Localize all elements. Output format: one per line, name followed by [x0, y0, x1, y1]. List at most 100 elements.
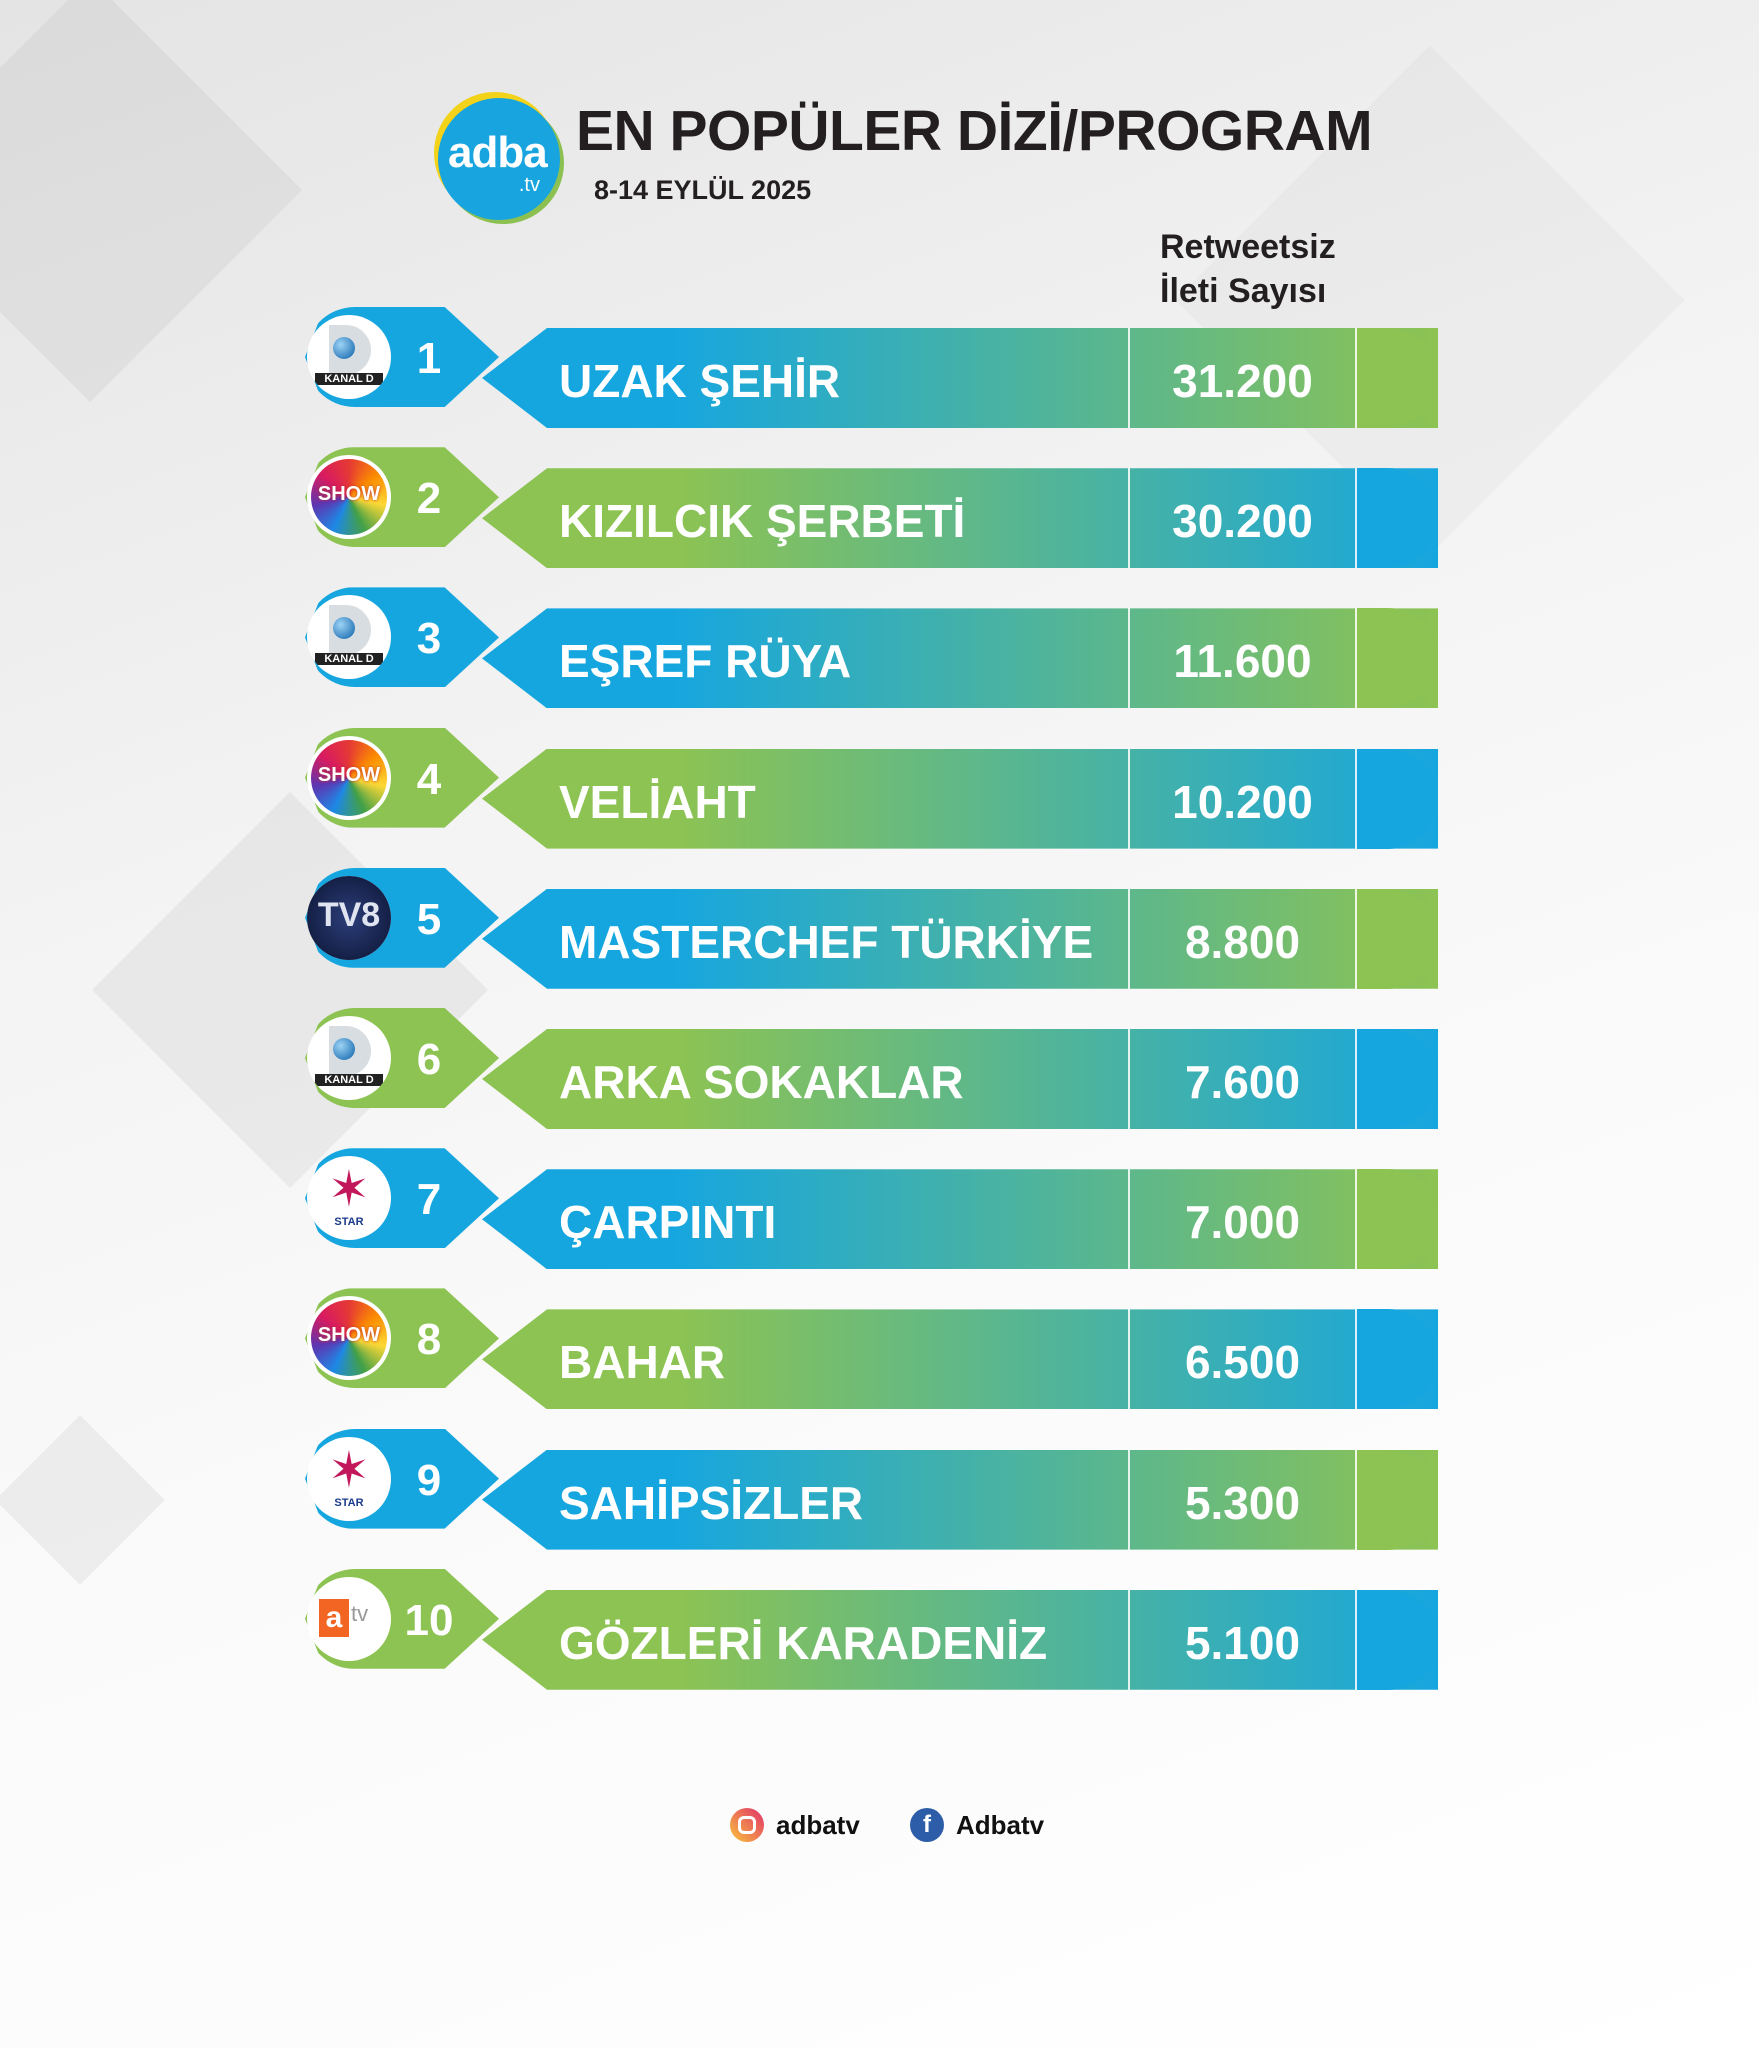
channel-label: KANAL D — [315, 653, 383, 666]
divider — [1355, 888, 1357, 989]
program-title: SAHİPSİZLER — [559, 1476, 864, 1529]
channel-logo: KANAL D — [307, 1016, 391, 1100]
instagram-icon — [730, 1808, 764, 1842]
divider — [1128, 608, 1130, 709]
channel-logo: ✶ STAR — [307, 1156, 391, 1241]
rank-number: 8 — [416, 1315, 442, 1365]
program-title: ÇARPINTI — [559, 1196, 777, 1249]
program-title: GÖZLERİ KARADENİZ — [559, 1616, 1048, 1669]
column-header-line1: Retweetsiz — [1160, 228, 1336, 266]
page-title: EN POPÜLER DİZİ/PROGRAM — [576, 99, 1373, 163]
divider — [1355, 608, 1357, 709]
divider — [1355, 1309, 1357, 1410]
ranking-bar — [482, 1589, 1438, 1690]
ranking-row: SHOW 4 VELİAHT 10.200 — [0, 727, 1759, 939]
retweet-count: 7.600 — [1184, 1056, 1301, 1108]
program-title: BAHAR — [559, 1336, 726, 1389]
retweet-count: 31.200 — [1172, 355, 1313, 407]
bar-end-cap — [1355, 1169, 1438, 1270]
divider — [1355, 748, 1357, 849]
bar-end-cap — [1355, 748, 1438, 849]
logo-text: adba — [448, 128, 548, 177]
date-range: 8-14 EYLÜL 2025 — [594, 175, 812, 205]
bar-end-cap — [1355, 888, 1438, 989]
rank-number: 1 — [416, 334, 442, 383]
retweet-count: 11.600 — [1173, 635, 1312, 688]
divider — [1128, 1589, 1130, 1690]
divider — [1128, 748, 1130, 849]
program-title: MASTERCHEF TÜRKİYE — [559, 915, 1094, 968]
channel-logo: KANAL D — [307, 315, 391, 399]
rank-number: 7 — [416, 1175, 442, 1225]
ranking-row: TV8 5 MASTERCHEF TÜRKİYE 8.800 — [0, 867, 1759, 1079]
ranking-row: ✶ STAR 9 SAHİPSİZLER 5.300 — [0, 1428, 1759, 1640]
rank-number: 4 — [416, 754, 442, 804]
divider — [1128, 1169, 1130, 1270]
ranking-bar — [482, 1169, 1438, 1270]
adba-logo: adba .tv — [438, 98, 560, 220]
instagram-link[interactable]: adbatv — [730, 1808, 860, 1842]
program-title: UZAK ŞEHİR — [559, 355, 841, 407]
rank-number: 2 — [416, 474, 442, 524]
bar-end-cap — [1355, 608, 1438, 709]
ranking-bar — [482, 1309, 1438, 1410]
channel-logo: ✶ STAR — [307, 1436, 391, 1521]
divider — [1128, 328, 1130, 428]
retweet-count: 6.500 — [1184, 1336, 1301, 1389]
divider — [1128, 1449, 1130, 1550]
program-title: VELİAHT — [559, 775, 756, 828]
ranking-row: ✶ STAR 7 ÇARPINTI 7.000 — [0, 1148, 1759, 1359]
ranking-bar — [482, 888, 1438, 989]
program-title: ARKA SOKAKLAR — [559, 1056, 964, 1108]
divider — [1355, 1589, 1357, 1690]
ranking-bar — [482, 1449, 1438, 1550]
program-title: EŞREF RÜYA — [559, 635, 852, 688]
bar-end-cap — [1355, 1029, 1438, 1129]
bar-end-cap — [1355, 1449, 1438, 1550]
retweet-count: 8.800 — [1184, 915, 1301, 968]
ranking-row: SHOW 8 BAHAR 6.500 — [0, 1288, 1759, 1499]
retweet-count: 7.000 — [1184, 1196, 1301, 1249]
bar-end-cap — [1355, 1309, 1438, 1410]
facebook-link[interactable]: f Adbatv — [910, 1808, 1044, 1842]
ranking-bar — [482, 748, 1438, 849]
divider — [1355, 468, 1357, 569]
ranking-row: KANAL D 3 EŞREF RÜYA 11.600 — [0, 587, 1759, 798]
ranking-bar — [482, 608, 1438, 709]
rank-number: 6 — [416, 1035, 442, 1084]
divider — [1128, 1309, 1130, 1410]
retweet-count: 5.300 — [1184, 1476, 1301, 1529]
ranking-bar — [482, 1029, 1438, 1129]
divider — [1128, 468, 1130, 569]
divider — [1355, 1169, 1357, 1270]
column-header-line2: İleti Sayısı — [1160, 272, 1327, 310]
retweet-count: 5.100 — [1184, 1616, 1301, 1669]
rank-number: 9 — [416, 1455, 442, 1505]
channel-logo: TV8 — [307, 875, 391, 960]
divider — [1128, 888, 1130, 989]
channel-logo: SHOW — [307, 735, 391, 820]
column-header: Retweetsiz İleti Sayısı — [1160, 225, 1336, 313]
divider — [1355, 328, 1357, 428]
bar-end-cap — [1355, 328, 1438, 428]
retweet-count: 30.200 — [1172, 495, 1313, 548]
facebook-icon: f — [910, 1808, 944, 1842]
channel-logo: KANAL D — [307, 595, 391, 680]
channel-label: KANAL D — [315, 1074, 383, 1086]
bar-end-cap — [1355, 1589, 1438, 1690]
channel-label: KANAL D — [315, 373, 383, 385]
channel-logo: a tv — [307, 1576, 391, 1661]
rank-number: 10 — [404, 1595, 454, 1645]
ranking-row: a tv 10 GÖZLERİ KARADENİZ 5.100 — [0, 1568, 1759, 1780]
channel-logo: SHOW — [307, 1296, 391, 1381]
instagram-handle: adbatv — [776, 1809, 860, 1840]
facebook-handle: Adbatv — [956, 1809, 1045, 1840]
ranking-row: KANAL D 1 UZAK ŞEHİR 31.200 — [0, 307, 1759, 518]
ranking-row: SHOW 2 KIZILCIK ŞERBETİ 30.200 — [0, 447, 1759, 658]
rank-number: 5 — [416, 894, 442, 944]
ranking-bar — [482, 328, 1438, 428]
divider — [1355, 1029, 1357, 1129]
rank-number: 3 — [416, 614, 442, 664]
ranking-bar — [482, 468, 1438, 569]
bar-end-cap — [1355, 468, 1438, 569]
